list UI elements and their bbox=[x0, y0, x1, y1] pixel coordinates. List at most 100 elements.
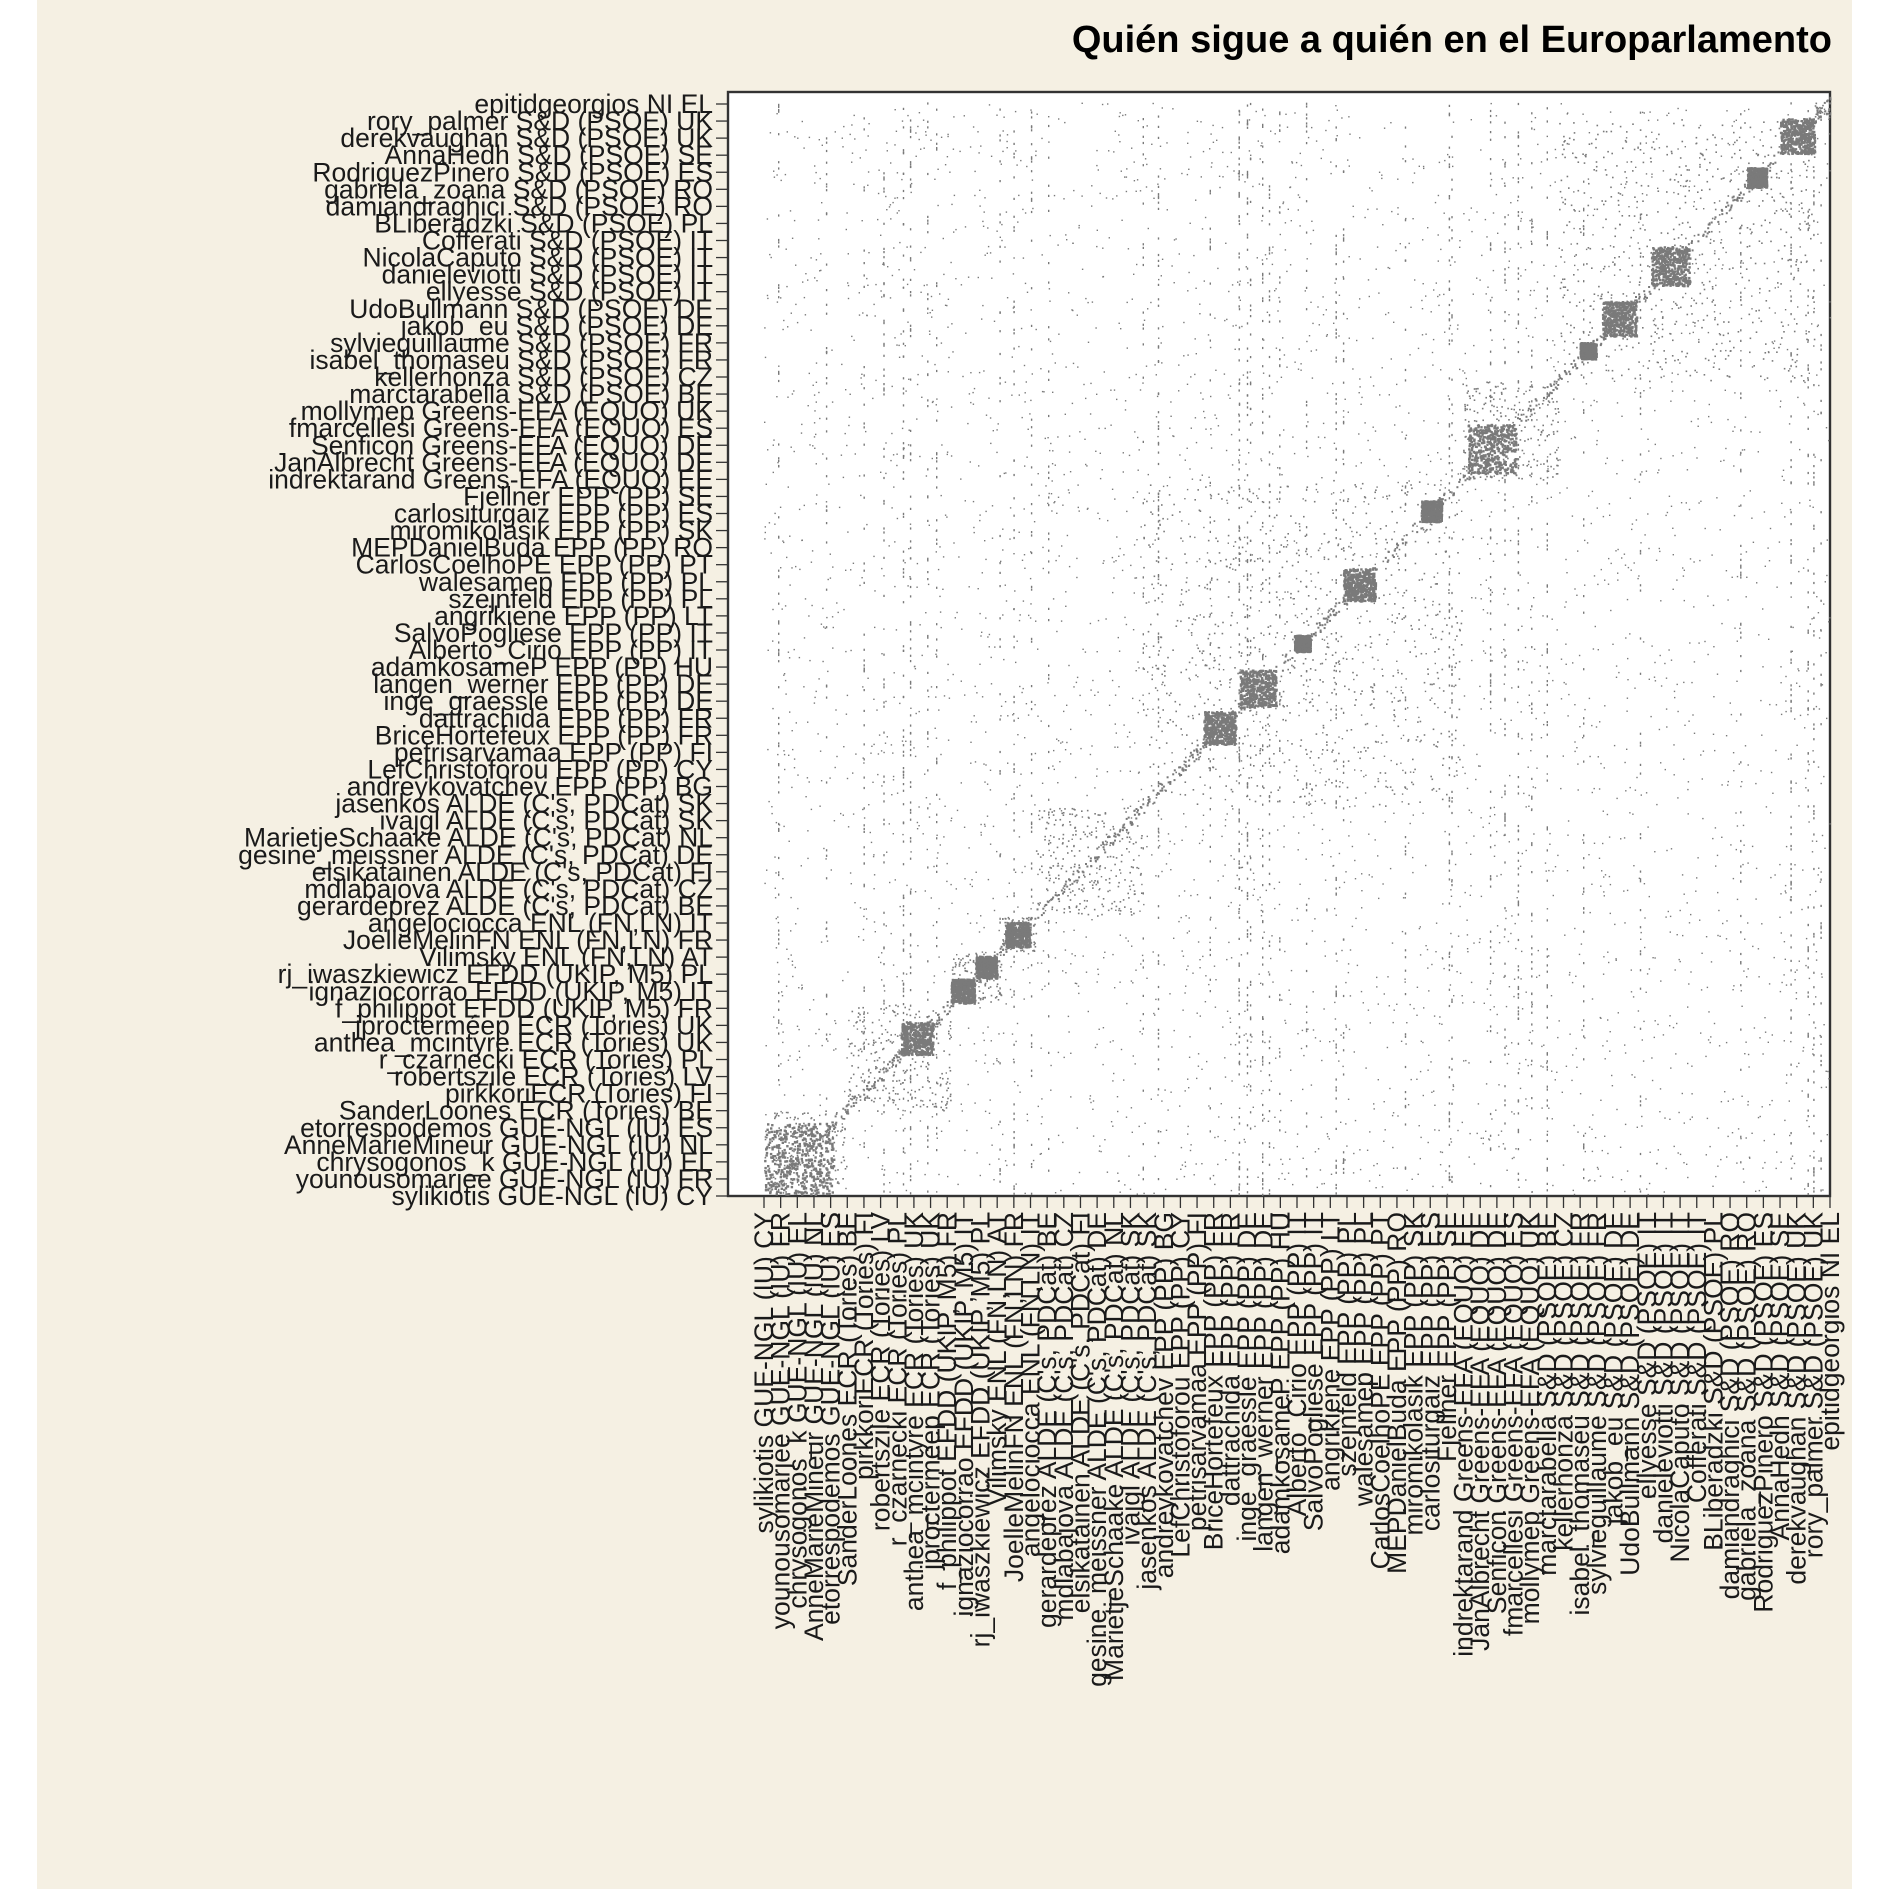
matrix-cell bbox=[1494, 462, 1497, 466]
matrix-cell bbox=[804, 1138, 807, 1141]
matrix-cell bbox=[1371, 597, 1375, 601]
matrix-cell bbox=[812, 1168, 816, 1171]
matrix-cell bbox=[1210, 732, 1213, 735]
matrix-cell bbox=[1006, 928, 1010, 931]
matrix-cell bbox=[1467, 437, 1471, 440]
matrix-cell bbox=[1426, 518, 1430, 522]
matrix-cell bbox=[1513, 440, 1516, 443]
matrix-cell bbox=[826, 1185, 829, 1189]
matrix-cell bbox=[1020, 946, 1024, 949]
matrix-cell bbox=[1267, 689, 1270, 692]
matrix-cell bbox=[1261, 703, 1264, 707]
matrix-cell bbox=[977, 964, 981, 967]
matrix-cell bbox=[1487, 453, 1491, 456]
matrix-cell bbox=[831, 1191, 834, 1194]
matrix-cell bbox=[920, 1022, 923, 1025]
matrix-cell bbox=[1263, 691, 1266, 694]
matrix-cell bbox=[1482, 469, 1485, 472]
matrix-cell bbox=[1503, 444, 1507, 448]
matrix-cell bbox=[1367, 590, 1371, 594]
matrix-cell bbox=[1439, 509, 1442, 512]
matrix-cell bbox=[967, 978, 970, 982]
matrix-cell bbox=[1015, 922, 1018, 925]
matrix-cell bbox=[1255, 693, 1258, 696]
matrix-cell bbox=[1029, 932, 1032, 935]
matrix-cell bbox=[1218, 741, 1222, 744]
matrix-cell bbox=[1027, 930, 1030, 933]
matrix-cell bbox=[1219, 732, 1222, 735]
matrix-cell bbox=[1213, 718, 1216, 722]
matrix-cell bbox=[924, 1022, 927, 1025]
matrix-cell bbox=[969, 988, 972, 991]
matrix-cell bbox=[1212, 724, 1215, 728]
matrix-cell bbox=[1214, 712, 1217, 715]
matrix-cell bbox=[926, 1033, 930, 1037]
matrix-cell bbox=[1255, 680, 1258, 683]
matrix-cell bbox=[927, 1048, 930, 1051]
matrix-cell bbox=[1223, 731, 1227, 735]
matrix-cell bbox=[786, 1185, 790, 1188]
matrix-cell bbox=[1264, 673, 1267, 676]
matrix-cell bbox=[823, 1179, 826, 1182]
matrix-cell bbox=[1222, 741, 1225, 744]
matrix-cell bbox=[1498, 434, 1501, 438]
matrix-cell bbox=[1270, 692, 1274, 696]
matrix-cell bbox=[908, 1051, 911, 1055]
matrix-cell bbox=[910, 1045, 913, 1049]
matrix-cell bbox=[901, 1037, 904, 1040]
matrix-cell bbox=[1009, 934, 1012, 938]
matrix-cell bbox=[1241, 669, 1244, 672]
matrix-cell bbox=[1241, 683, 1244, 686]
matrix-cell bbox=[967, 983, 970, 986]
matrix-cell bbox=[972, 995, 975, 999]
matrix-cell bbox=[1503, 453, 1506, 457]
matrix-cell bbox=[797, 1175, 800, 1178]
matrix-cell bbox=[1256, 679, 1259, 682]
matrix-cell bbox=[1029, 941, 1032, 945]
matrix-cell bbox=[773, 1158, 776, 1161]
matrix-cell bbox=[795, 1136, 798, 1139]
matrix-cell bbox=[1432, 512, 1436, 515]
matrix-cell bbox=[1343, 580, 1346, 583]
matrix-cell bbox=[1436, 516, 1439, 520]
matrix-cell bbox=[775, 1144, 779, 1147]
matrix-cell bbox=[810, 1184, 813, 1187]
matrix-cell bbox=[1372, 583, 1376, 587]
matrix-cell bbox=[1485, 429, 1488, 432]
matrix-cell bbox=[1234, 734, 1237, 737]
matrix-cell bbox=[1347, 599, 1350, 602]
matrix-cell bbox=[960, 994, 963, 997]
matrix-cell bbox=[765, 1174, 768, 1177]
matrix-cell bbox=[769, 1138, 772, 1141]
matrix-cell bbox=[977, 976, 980, 979]
matrix-cell bbox=[1206, 716, 1209, 719]
matrix-cell bbox=[929, 1026, 932, 1029]
matrix-cell bbox=[1367, 569, 1370, 572]
matrix-cell bbox=[1264, 695, 1267, 698]
matrix-cell bbox=[1479, 471, 1482, 475]
matrix-cell bbox=[767, 1165, 770, 1168]
matrix-cell bbox=[912, 1023, 915, 1027]
matrix-cell bbox=[921, 1031, 924, 1035]
matrix-cell bbox=[1511, 425, 1514, 428]
matrix-cell bbox=[1233, 726, 1236, 729]
matrix-cell bbox=[1016, 941, 1019, 945]
matrix-cell bbox=[1512, 470, 1515, 473]
matrix-cell bbox=[1347, 576, 1350, 579]
matrix-cell bbox=[794, 1167, 797, 1171]
matrix-cell bbox=[804, 1153, 808, 1156]
matrix-cell bbox=[796, 1147, 800, 1151]
matrix-cell bbox=[766, 1145, 769, 1149]
matrix-cell bbox=[1248, 679, 1251, 682]
matrix-cell bbox=[1483, 431, 1486, 435]
matrix-cell bbox=[793, 1148, 796, 1151]
matrix-cell bbox=[1434, 505, 1437, 508]
matrix-cell bbox=[1373, 578, 1376, 582]
matrix-cell bbox=[826, 1135, 829, 1138]
matrix-cell bbox=[1505, 436, 1509, 439]
matrix-cell bbox=[1498, 468, 1502, 471]
matrix-cell bbox=[810, 1193, 813, 1196]
matrix-cell bbox=[1213, 741, 1216, 744]
matrix-cell bbox=[1350, 576, 1353, 579]
matrix-cell bbox=[1474, 427, 1477, 430]
